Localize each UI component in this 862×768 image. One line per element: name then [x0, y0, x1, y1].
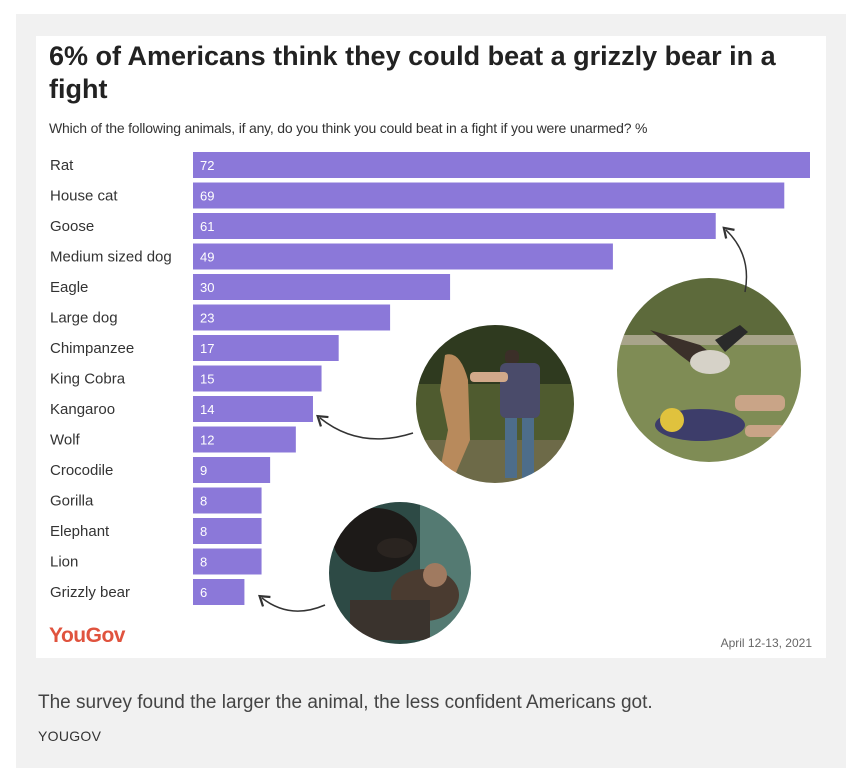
bear-arrow [258, 594, 326, 612]
value-label: 8 [200, 555, 207, 570]
survey-date: April 12-13, 2021 [720, 636, 812, 650]
category-label: King Cobra [50, 371, 126, 388]
value-label: 69 [200, 189, 214, 204]
category-label: Elephant [50, 523, 110, 540]
bar [193, 243, 613, 270]
category-label: Goose [50, 218, 94, 235]
value-label: 17 [200, 341, 214, 356]
value-label: 9 [200, 463, 207, 478]
chart-title: 6% of Americans think they could beat a … [49, 41, 776, 104]
value-label: 12 [200, 433, 214, 448]
category-label: Eagle [50, 279, 88, 296]
yougov-logo: YouGov [49, 624, 125, 647]
goose-arrow [722, 226, 748, 293]
bar [193, 457, 271, 483]
kangaroo-photo [414, 323, 576, 485]
photo-credit: YOUGOV [38, 728, 102, 744]
value-label: 15 [200, 372, 214, 387]
value-label: 30 [200, 280, 214, 295]
bar [193, 396, 313, 422]
value-label: 61 [200, 219, 214, 234]
value-label: 8 [200, 494, 207, 509]
bar [193, 365, 322, 392]
kangaroo-arrow [316, 414, 414, 440]
value-label: 8 [200, 524, 207, 539]
category-label: Gorilla [50, 493, 94, 510]
bar [193, 335, 339, 361]
bar [193, 213, 716, 239]
bar [193, 548, 262, 575]
bear-photo [327, 500, 473, 646]
bar [193, 152, 810, 178]
category-label: Large dog [50, 310, 118, 327]
bar [193, 487, 262, 514]
category-label: Kangaroo [50, 401, 115, 418]
bar [193, 579, 245, 605]
bar [193, 182, 785, 209]
goose-photo [615, 276, 803, 464]
value-label: 72 [200, 158, 214, 173]
bar [193, 304, 391, 331]
category-label: Rat [50, 157, 74, 174]
bar [193, 518, 262, 544]
value-label: 14 [200, 402, 214, 417]
bar [193, 274, 451, 300]
chart-subtitle: Which of the following animals, if any, … [49, 120, 648, 136]
value-label: 49 [200, 250, 214, 265]
category-label: Lion [50, 554, 78, 571]
category-label: Wolf [50, 432, 81, 449]
category-label: Medium sized dog [50, 249, 172, 266]
category-label: Crocodile [50, 462, 113, 479]
bar [193, 426, 296, 453]
value-label: 6 [200, 585, 207, 600]
value-label: 23 [200, 311, 214, 326]
category-label: Chimpanzee [50, 340, 134, 357]
category-label: House cat [50, 188, 118, 205]
figure-caption: The survey found the larger the animal, … [38, 692, 653, 713]
category-label: Grizzly bear [50, 584, 130, 601]
